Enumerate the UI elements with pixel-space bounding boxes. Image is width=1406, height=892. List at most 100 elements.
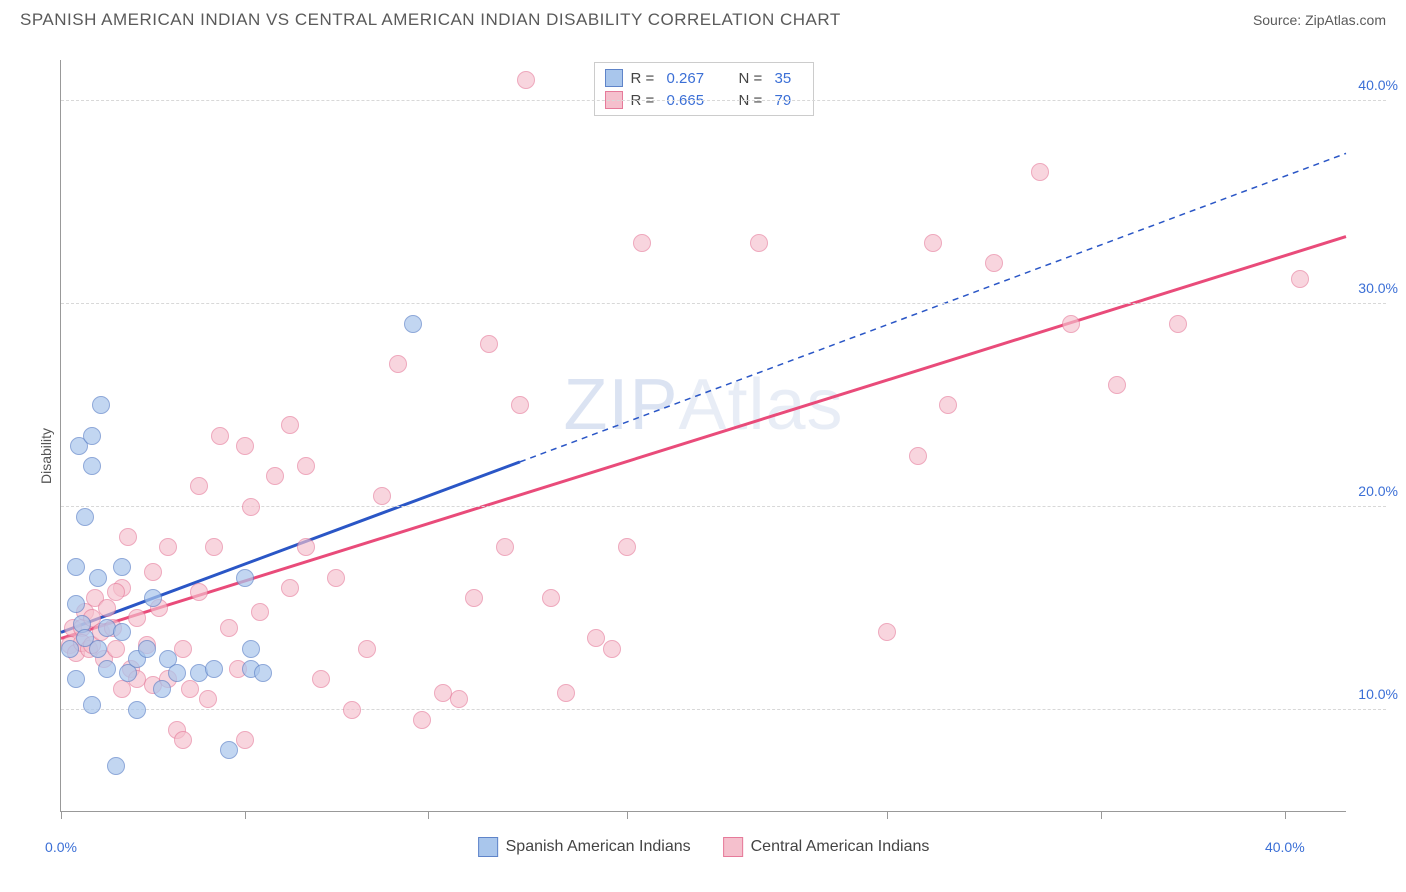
- gridline: [61, 303, 1386, 304]
- legend-row-spanish: R = 0.267 N = 35: [605, 67, 803, 89]
- central-point: [603, 640, 621, 658]
- central-point: [205, 538, 223, 556]
- spanish-point: [153, 680, 171, 698]
- gridline: [61, 506, 1386, 507]
- spanish-point: [67, 595, 85, 613]
- central-point: [266, 467, 284, 485]
- central-point: [174, 731, 192, 749]
- central-point: [327, 569, 345, 587]
- source-label: Source: ZipAtlas.com: [1253, 12, 1386, 28]
- central-point: [924, 234, 942, 252]
- legend-item-central: Central American Indians: [723, 837, 930, 857]
- central-point: [181, 680, 199, 698]
- spanish-point: [168, 664, 186, 682]
- chart-area: Disability ZIPAtlas R =0.267N =35R =0.66…: [20, 40, 1386, 872]
- central-point: [1169, 315, 1187, 333]
- central-point: [909, 447, 927, 465]
- y-axis-label: Disability: [38, 428, 54, 484]
- spanish-point: [205, 660, 223, 678]
- central-point: [281, 579, 299, 597]
- central-point: [190, 583, 208, 601]
- central-point: [542, 589, 560, 607]
- n-label: N =: [739, 70, 767, 87]
- central-point: [128, 609, 146, 627]
- x-tick: [1101, 811, 1102, 819]
- central-point: [450, 690, 468, 708]
- spanish-point: [144, 589, 162, 607]
- spanish-point: [89, 640, 107, 658]
- central-point: [236, 437, 254, 455]
- x-tick: [627, 811, 628, 819]
- gridline: [61, 100, 1386, 101]
- r-value: 0.267: [667, 70, 723, 87]
- spanish-point: [254, 664, 272, 682]
- spanish-point: [98, 660, 116, 678]
- spanish-point: [242, 640, 260, 658]
- x-tick-label: 0.0%: [45, 839, 77, 855]
- trend-lines: [61, 60, 1346, 811]
- spanish-point: [67, 558, 85, 576]
- y-tick-label: 40.0%: [1358, 77, 1398, 93]
- x-tick: [245, 811, 246, 819]
- central-point: [557, 684, 575, 702]
- legend-swatch: [723, 837, 743, 857]
- x-tick: [887, 811, 888, 819]
- central-point: [1108, 376, 1126, 394]
- spanish-point: [236, 569, 254, 587]
- plot-region: ZIPAtlas R =0.267N =35R =0.665N =79 Span…: [60, 60, 1346, 812]
- central-point: [297, 457, 315, 475]
- central-point: [251, 603, 269, 621]
- watermark-thin: Atlas: [678, 365, 843, 445]
- central-point: [107, 583, 125, 601]
- legend-swatch: [605, 69, 623, 87]
- central-point: [211, 427, 229, 445]
- gridline: [61, 709, 1386, 710]
- central-point: [633, 234, 651, 252]
- spanish-point: [89, 569, 107, 587]
- y-tick-label: 10.0%: [1358, 686, 1398, 702]
- watermark: ZIPAtlas: [563, 364, 843, 446]
- central-point: [1031, 163, 1049, 181]
- central-point: [1291, 270, 1309, 288]
- central-point: [1062, 315, 1080, 333]
- central-point: [144, 563, 162, 581]
- spanish-point: [220, 741, 238, 759]
- correlation-legend: R =0.267N =35R =0.665N =79: [594, 62, 814, 116]
- spanish-point: [83, 427, 101, 445]
- central-point: [465, 589, 483, 607]
- central-point: [750, 234, 768, 252]
- central-point: [985, 254, 1003, 272]
- central-point: [373, 487, 391, 505]
- central-point: [511, 396, 529, 414]
- n-value: 35: [775, 70, 803, 87]
- y-tick-label: 30.0%: [1358, 280, 1398, 296]
- central-point: [312, 670, 330, 688]
- series-legend: Spanish American Indians Central American…: [478, 837, 930, 857]
- spanish-point: [113, 623, 131, 641]
- spanish-point: [113, 558, 131, 576]
- central-point: [174, 640, 192, 658]
- spanish-point: [67, 670, 85, 688]
- watermark-bold: ZIP: [563, 365, 678, 445]
- central-point: [119, 528, 137, 546]
- spanish-point: [76, 508, 94, 526]
- central-point: [190, 477, 208, 495]
- x-tick-label: 40.0%: [1265, 839, 1305, 855]
- spanish-point: [83, 696, 101, 714]
- central-point: [107, 640, 125, 658]
- legend-item-spanish: Spanish American Indians: [478, 837, 691, 857]
- spanish-point: [128, 701, 146, 719]
- central-point: [199, 690, 217, 708]
- x-tick: [61, 811, 62, 819]
- central-point: [343, 701, 361, 719]
- r-label: R =: [631, 70, 659, 87]
- central-point: [242, 498, 260, 516]
- chart-title: SPANISH AMERICAN INDIAN VS CENTRAL AMERI…: [20, 10, 841, 30]
- y-tick-label: 20.0%: [1358, 483, 1398, 499]
- central-point: [358, 640, 376, 658]
- central-point: [517, 71, 535, 89]
- central-point: [480, 335, 498, 353]
- central-point: [236, 731, 254, 749]
- central-point: [496, 538, 514, 556]
- central-point: [220, 619, 238, 637]
